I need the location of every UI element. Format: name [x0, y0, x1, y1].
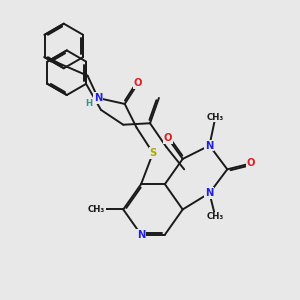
- Text: N: N: [137, 230, 145, 240]
- Text: O: O: [134, 78, 142, 88]
- Text: O: O: [164, 133, 172, 143]
- Text: CH₃: CH₃: [207, 113, 224, 122]
- Text: CH₃: CH₃: [207, 212, 224, 221]
- Text: N: N: [94, 93, 102, 103]
- Text: O: O: [247, 158, 255, 168]
- Text: H: H: [85, 99, 92, 108]
- Text: S: S: [149, 148, 157, 158]
- Text: N: N: [205, 140, 214, 151]
- Text: CH₃: CH₃: [88, 205, 105, 214]
- Text: N: N: [205, 188, 214, 198]
